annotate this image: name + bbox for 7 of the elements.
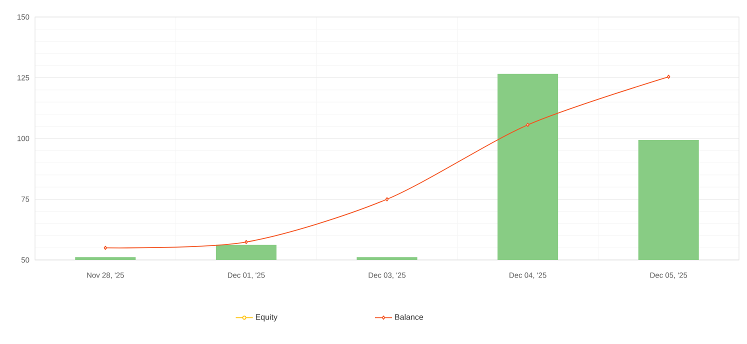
point xyxy=(244,240,248,244)
point xyxy=(385,197,389,202)
point xyxy=(666,74,670,79)
point xyxy=(104,246,108,250)
legend-label: Balance xyxy=(395,314,424,320)
point xyxy=(526,122,530,127)
legend-label: Equity xyxy=(256,314,278,322)
